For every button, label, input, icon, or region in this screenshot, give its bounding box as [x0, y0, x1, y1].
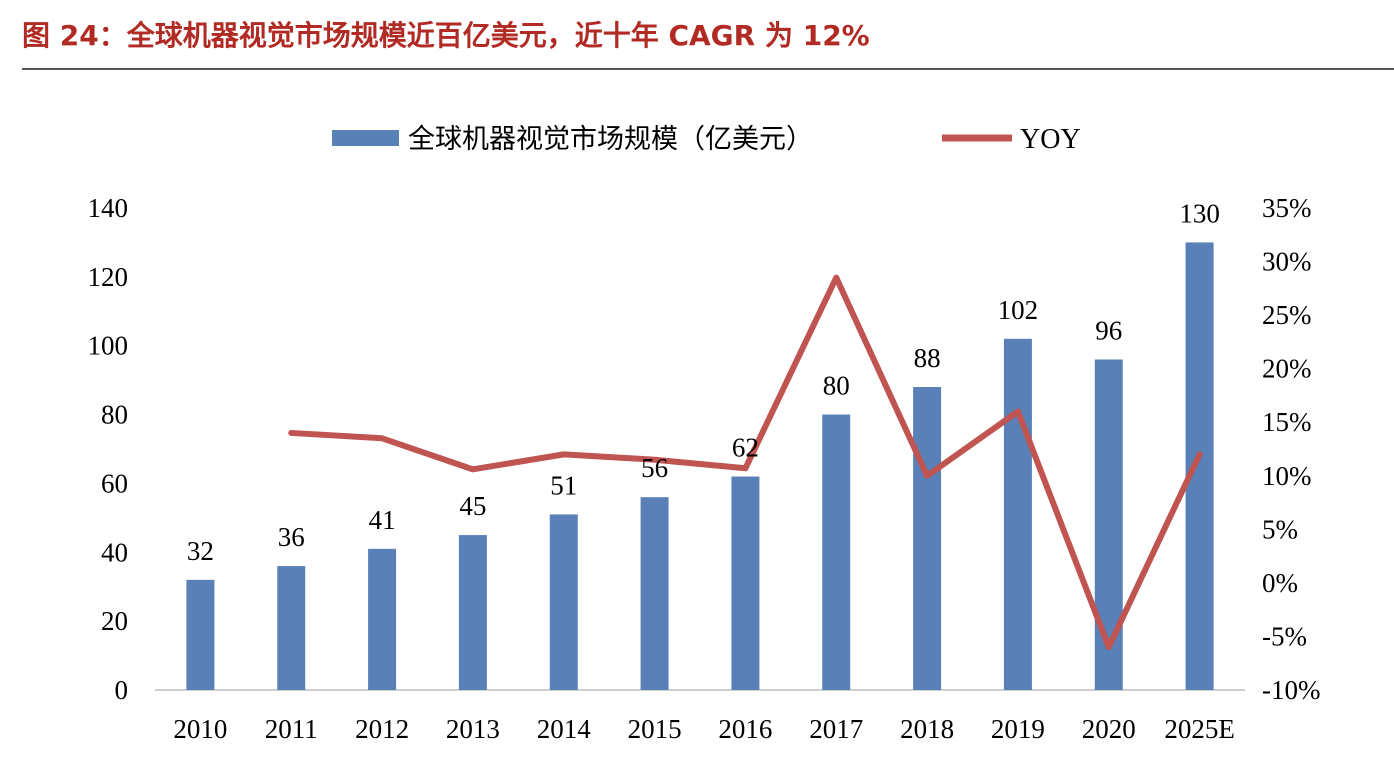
data-labels: 32 36 41 45 51 56 62 80 88 102 96 130 [187, 198, 1220, 565]
y-left-tick-label: 40 [101, 537, 128, 567]
bar-data-label: 36 [278, 522, 305, 552]
x-tick-label: 2014 [537, 714, 592, 744]
bar-data-label: 41 [369, 505, 396, 535]
y-left-tick-label: 140 [88, 193, 129, 223]
yoy-line [288, 274, 1203, 651]
bar [186, 579, 215, 690]
y-right-tick-label: -10% [1262, 675, 1320, 705]
figure-title: 图 24：全球机器视觉市场规模近百亿美元，近十年 CAGR 为 12% [22, 19, 870, 52]
x-tick-label: 2019 [991, 714, 1045, 744]
x-tick-label: 2013 [446, 714, 500, 744]
legend-bar-swatch [332, 130, 399, 146]
legend: 全球机器视觉市场规模（亿美元） YOY [332, 124, 1081, 155]
x-tick-label: 2012 [355, 714, 409, 744]
legend-line-label: YOY [1020, 124, 1081, 155]
bar-data-label: 80 [823, 371, 850, 401]
y-left-tick-label: 20 [101, 606, 128, 636]
bar-data-label: 32 [187, 536, 214, 566]
bar [1003, 338, 1032, 690]
y-right-tick-label: 20% [1262, 354, 1312, 384]
x-tick-label: 2016 [718, 714, 772, 744]
title-divider [22, 68, 1394, 70]
x-tick-label: 2025E [1164, 714, 1235, 744]
x-tick-label: 2011 [265, 714, 318, 744]
x-tick-label: 2015 [628, 714, 682, 744]
bar-data-label: 102 [998, 295, 1039, 325]
y-right-tick-label: 5% [1262, 514, 1298, 544]
bar [368, 548, 397, 690]
bar-data-label: 96 [1095, 315, 1122, 345]
bar-data-label: 130 [1179, 198, 1220, 228]
bar [731, 476, 760, 690]
x-tick-label: 2020 [1082, 714, 1136, 744]
bar-data-label: 45 [459, 491, 486, 521]
bar [549, 514, 578, 690]
y-left-tick-label: 80 [101, 400, 128, 430]
y-right-tick-label: 0% [1262, 568, 1298, 598]
bar-data-label: 62 [732, 433, 759, 463]
y-right-tick-label: 25% [1262, 300, 1312, 330]
y-right-tick-label: 30% [1262, 247, 1312, 277]
bar [640, 497, 669, 690]
bar [1185, 242, 1214, 690]
y-left-tick-label: 120 [88, 262, 129, 292]
x-tick-label: 2018 [900, 714, 954, 744]
y-left-tick-label: 100 [88, 331, 129, 361]
y-right-tick-label: 15% [1262, 407, 1312, 437]
bar [1094, 359, 1123, 690]
bar-data-label: 51 [550, 470, 577, 500]
x-tick-label: 2010 [173, 714, 227, 744]
legend-bar-label: 全球机器视觉市场规模（亿美元） [408, 124, 813, 155]
y-left-tick-label: 60 [101, 468, 128, 498]
y-right-tick-label: 10% [1262, 461, 1312, 491]
y-right-tick-label: -5% [1262, 621, 1307, 651]
bar [277, 566, 306, 690]
bar [913, 387, 942, 690]
axes: 0 20 40 60 80 100 120 140 -10% -5% 0% 5% 10% 15% 20% 25… [88, 193, 1321, 744]
yoy-series [288, 274, 1203, 651]
bar-data-label: 88 [914, 343, 941, 373]
bar [458, 535, 487, 690]
bar-data-label: 56 [641, 453, 668, 483]
y-right-tick-label: 35% [1262, 193, 1312, 223]
bar [822, 414, 851, 690]
bar-series [186, 242, 1214, 690]
y-left-tick-label: 0 [115, 675, 129, 705]
x-tick-label: 2017 [809, 714, 863, 744]
